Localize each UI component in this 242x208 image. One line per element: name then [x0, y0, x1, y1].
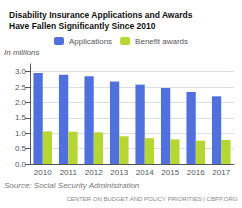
svg-text:Disability Insurance Applicati: Disability Insurance Applications and Aw… — [9, 10, 193, 20]
svg-text:2010: 2010 — [34, 168, 52, 177]
svg-text:In millions: In millions — [4, 48, 40, 57]
svg-text:1.0: 1.0 — [15, 129, 27, 138]
svg-text:Applications: Applications — [69, 37, 112, 46]
svg-text:2013: 2013 — [110, 168, 128, 177]
svg-text:2011: 2011 — [60, 168, 78, 177]
svg-text:0.5: 0.5 — [15, 144, 27, 153]
svg-text:1.5: 1.5 — [15, 113, 27, 122]
svg-text:Have Fallen Significantly Sinc: Have Fallen Significantly Since 2010 — [9, 21, 156, 31]
svg-text:2.0: 2.0 — [15, 98, 27, 107]
svg-text:Source: Social Security Admini: Source: Social Security Administration — [4, 181, 140, 190]
svg-text:0.0: 0.0 — [15, 160, 27, 169]
svg-text:2012: 2012 — [85, 168, 103, 177]
svg-text:2.5: 2.5 — [15, 83, 27, 92]
svg-text:2017: 2017 — [212, 168, 230, 177]
svg-text:2014: 2014 — [136, 168, 154, 177]
svg-text:Benefit awards: Benefit awards — [135, 37, 188, 46]
svg-text:2015: 2015 — [161, 168, 179, 177]
svg-text:3.0: 3.0 — [15, 67, 27, 76]
svg-text:2016: 2016 — [187, 168, 205, 177]
svg-text:CENTER ON BUDGET AND POLICY PR: CENTER ON BUDGET AND POLICY PRIORITIES |… — [67, 196, 238, 202]
